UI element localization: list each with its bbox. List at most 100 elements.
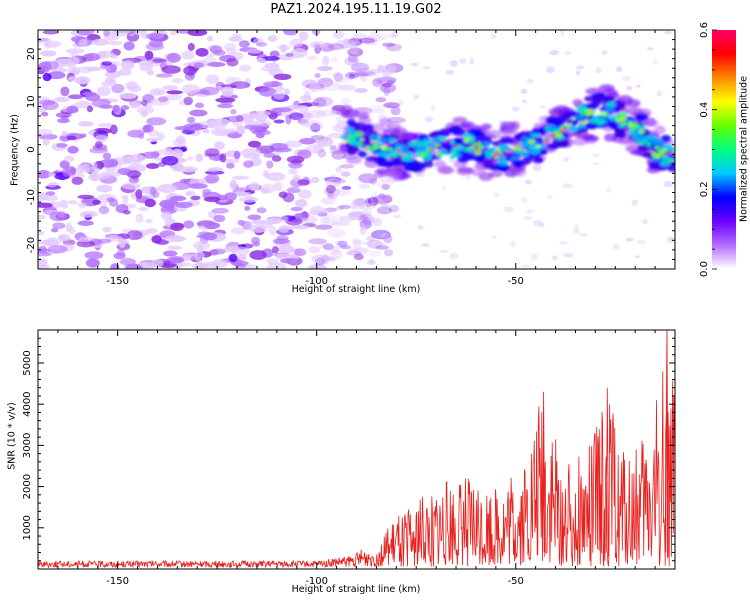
noise-blob <box>232 266 247 269</box>
noise-blob <box>170 30 177 36</box>
sparse-blob <box>391 30 399 38</box>
noise-blob <box>78 39 88 47</box>
ridge-blob <box>521 152 529 157</box>
noise-blob <box>74 100 92 109</box>
ridge-blob <box>470 129 482 136</box>
noise-blob <box>322 208 331 214</box>
noise-blob <box>158 96 169 103</box>
ridge-blob <box>605 101 617 108</box>
noise-blob <box>195 153 204 162</box>
sparse-blob <box>526 209 534 214</box>
noise-blob <box>239 196 259 203</box>
sparse-blob <box>491 33 497 39</box>
ridge-blob <box>384 170 403 178</box>
sparse-blob <box>636 239 646 245</box>
ridge-blob <box>544 139 550 143</box>
ridge-blob <box>377 155 387 163</box>
noise-blob <box>53 96 70 103</box>
noise-blob <box>105 63 118 74</box>
ridge-blob <box>515 148 521 153</box>
ridge-blob <box>651 151 657 157</box>
sparse-blob <box>504 206 514 213</box>
ridge-blob <box>556 132 563 138</box>
ridge-blob <box>535 145 542 148</box>
ridge-blob <box>548 118 562 125</box>
noise-blob <box>38 258 48 269</box>
noise-blob <box>267 35 278 42</box>
ridge-blob <box>359 137 364 142</box>
noise-blob <box>290 224 310 230</box>
noise-blob <box>283 30 299 36</box>
noise-blob <box>146 70 154 76</box>
noise-blob <box>96 238 112 244</box>
noise-blob <box>339 74 355 80</box>
noise-blob <box>306 55 318 61</box>
noise-blob <box>334 78 353 84</box>
noise-blob <box>353 72 369 77</box>
noise-blob <box>243 160 254 168</box>
sparse-blob <box>493 192 501 198</box>
ridge-blob <box>653 138 662 144</box>
noise-blob <box>60 86 70 97</box>
ridge-blob <box>505 127 518 136</box>
noise-blob <box>382 83 392 88</box>
noise-blob <box>66 135 77 141</box>
noise-blob <box>145 42 164 51</box>
noise-blob <box>353 253 364 260</box>
noise-blob <box>372 78 383 88</box>
ridge-blob <box>388 138 397 143</box>
noise-blob <box>359 226 367 236</box>
ridge-blob <box>583 119 590 124</box>
noise-blob <box>271 80 280 87</box>
sparse-blob <box>441 186 446 191</box>
ridge-blob <box>593 95 605 104</box>
noise-blob <box>112 104 120 113</box>
noise-blob <box>78 236 93 243</box>
sparse-blob <box>331 56 338 63</box>
ridge-blob <box>476 141 481 147</box>
ridge-blob <box>661 155 669 159</box>
noise-blob <box>273 91 285 100</box>
noise-blob <box>241 148 261 157</box>
ridge-blob <box>523 156 533 162</box>
noise-blob <box>38 128 53 136</box>
noise-blob <box>313 135 330 142</box>
noise-blob <box>376 206 393 215</box>
noise-blob <box>321 218 331 224</box>
ridge-blob <box>355 131 364 136</box>
noise-blob <box>230 109 237 115</box>
noise-blob <box>375 245 389 250</box>
sparse-blob <box>524 179 532 185</box>
noise-blob <box>311 254 332 263</box>
ridge-blob <box>566 123 573 127</box>
noise-blob <box>52 222 66 229</box>
ridge-blob <box>344 139 350 143</box>
noise-blob <box>383 102 400 109</box>
ridge-blob <box>481 141 491 148</box>
noise-blob <box>314 73 321 78</box>
ridge-blob <box>479 135 492 142</box>
noise-blob <box>99 104 113 109</box>
noise-blob <box>120 105 130 111</box>
noise-blob <box>71 176 84 185</box>
noise-blob <box>187 42 195 51</box>
noise-blob <box>265 172 286 182</box>
noise-blob <box>123 41 135 51</box>
noise-blob <box>42 73 52 82</box>
noise-blob <box>376 181 393 188</box>
noise-blob <box>319 216 337 227</box>
noise-blob <box>65 48 85 54</box>
noise-blob <box>77 194 95 199</box>
sparse-blob <box>635 255 640 259</box>
sparse-blob <box>361 241 371 245</box>
ridge-blob <box>478 145 484 149</box>
noise-blob <box>384 249 393 257</box>
noise-blob <box>289 38 304 48</box>
ridge-blob <box>422 139 430 146</box>
noise-blob <box>297 179 310 186</box>
noise-blob <box>383 86 390 96</box>
noise-blob <box>329 145 337 150</box>
noise-blob <box>315 110 336 117</box>
noise-blob <box>273 119 285 124</box>
ridge-blob <box>668 158 675 163</box>
